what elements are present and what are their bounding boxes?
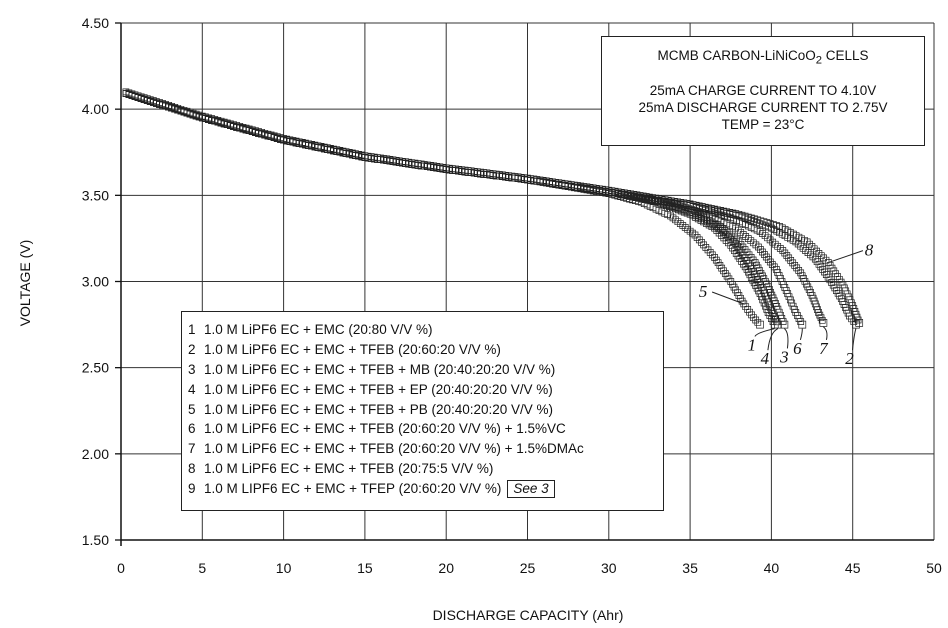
x-tick-labels: 0 5 10 15 20 25 30 35 40 45 50: [117, 560, 942, 576]
legend-number: 4: [188, 381, 196, 397]
data-series: [122, 88, 864, 329]
legend-number: 5: [188, 401, 196, 417]
series-8: [122, 88, 864, 327]
series-markers: [122, 88, 864, 327]
legend-text: 1.0 M LiPF6 EC + EMC + TFEB (20:60:20 V/…: [204, 441, 584, 457]
x-tick-label: 30: [601, 560, 617, 576]
legend-number: 2: [188, 341, 196, 357]
legend-item: 8 1.0 M LiPF6 EC + EMC + TFEB (20:75:5 V/…: [188, 459, 663, 479]
legend-item: 2 1.0 M LiPF6 EC + EMC + TFEB (20:60:20 V…: [188, 340, 663, 360]
legend-number: 9: [188, 481, 196, 497]
curve-label-7: 7: [819, 339, 829, 358]
legend-number: 7: [188, 441, 196, 457]
legend-text: 1.0 M LiPF6 EC + EMC + TFEB + MB (20:40:…: [204, 361, 556, 377]
curve-labels: 1 2 34 5 6 7 8: [699, 241, 874, 369]
legend-text: 1.0 M LiPF6 EC + EMC (20:80 V/V %): [204, 322, 433, 337]
legend-item: 1 1.0 M LiPF6 EC + EMC (20:80 V/V %): [188, 320, 663, 340]
leader-line: [823, 326, 828, 340]
cell-title-tail: CELLS: [822, 48, 869, 63]
y-tick-label: 3.00: [82, 274, 109, 290]
curve-label-1: 1: [748, 335, 757, 354]
cell-title: MCMB CARBON-LiNiCoO2 CELLS: [602, 47, 924, 70]
legend-item: 6 1.0 M LiPF6 EC + EMC + TFEB (20:60:20 V…: [188, 419, 663, 439]
curve-label-6: 6: [793, 339, 802, 358]
y-tick-label: 3.50: [82, 187, 109, 203]
x-tick-label: 0: [117, 560, 125, 576]
leader-line: [851, 328, 857, 351]
legend-number: 1: [188, 322, 196, 337]
cell-title-subscript: 2: [815, 54, 822, 67]
leader-line: [711, 291, 744, 305]
y-tick-label: 4.50: [82, 15, 109, 31]
curve-label-4: 4: [761, 349, 770, 368]
x-tick-label: 45: [845, 560, 861, 576]
legend-text: 1.0 M LIPF6 EC + EMC + TFEP (20:60:20 V/…: [204, 481, 502, 497]
leader-line: [754, 328, 775, 337]
legend-text: 1.0 M LiPF6 EC + EMC + TFEB (20:60:20 V/…: [204, 341, 501, 357]
legend-number: 3: [188, 361, 196, 377]
legend-text: 1.0 M LiPF6 EC + EMC + TFEB (20:60:20 V/…: [204, 421, 566, 437]
y-tick-label: 4.00: [82, 101, 109, 117]
x-tick-label: 20: [438, 560, 454, 576]
x-tick-label: 35: [682, 560, 698, 576]
leader-line: [784, 328, 789, 349]
curve-label-5: 5: [699, 282, 708, 301]
x-axis-title: DISCHARGE CAPACITY (Ahr): [433, 607, 624, 623]
leader-line: [799, 328, 803, 341]
curve-label-8: 8: [865, 241, 874, 260]
discharge-condition: 25mA DISCHARGE CURRENT TO 2.75V: [638, 99, 888, 115]
y-axis-title: VOLTAGE (V): [17, 240, 33, 327]
legend: 1 1.0 M LiPF6 EC + EMC (20:80 V/V %) 2 1.0…: [181, 311, 664, 511]
x-tick-label: 50: [926, 560, 942, 576]
legend-item: 3 1.0 M LiPF6 EC + EMC + TFEB + MB (20:40…: [188, 360, 663, 380]
legend-item: 4 1.0 M LiPF6 EC + EMC + TFEB + EP (20:40…: [188, 380, 663, 400]
curve-label-2: 2: [845, 349, 854, 368]
legend-item: 9 1.0 M LIPF6 EC + EMC + TFEP (20:60:20 V…: [188, 479, 663, 499]
y-tick-labels: 1.50 2.00 2.50 3.00 3.50 4.00 4.50: [82, 15, 109, 548]
legend-number: 6: [188, 421, 196, 437]
x-tick-label: 10: [276, 560, 292, 576]
legend-text: 1.0 M LiPF6 EC + EMC + TFEB (20:75:5 V/V…: [204, 461, 494, 477]
axes: [115, 22, 934, 546]
legend-text: 1.0 M LiPF6 EC + EMC + TFEB + PB (20:40:…: [204, 401, 554, 417]
x-tick-label: 15: [357, 560, 373, 576]
temperature-condition: TEMP = 23°C: [721, 116, 805, 132]
leader-line: [767, 328, 779, 351]
see-note-badge: See 3: [507, 480, 555, 499]
x-tick-label: 5: [198, 560, 206, 576]
legend-text: 1.0 M LiPF6 EC + EMC + TFEB + EP (20:40:…: [204, 381, 553, 397]
legend-item: 7 1.0 M LiPF6 EC + EMC + TFEB (20:60:20 V…: [188, 439, 663, 459]
legend-number: 8: [188, 461, 196, 477]
legend-item: 5 1.0 M LiPF6 EC + EMC + TFEB + PB (20:40…: [188, 400, 663, 420]
conditions-box: MCMB CARBON-LiNiCoO2 CELLS 25mA CHARGE C…: [601, 36, 925, 146]
cell-title-text: MCMB CARBON-LiNiCoO: [657, 48, 816, 63]
curve-label-3: 3: [779, 347, 789, 366]
y-tick-label: 2.50: [82, 360, 109, 376]
x-tick-label: 25: [520, 560, 536, 576]
x-tick-label: 40: [764, 560, 780, 576]
charge-condition: 25mA CHARGE CURRENT TO 4.10V: [649, 82, 877, 98]
leader-line: [828, 250, 864, 264]
y-tick-label: 1.50: [82, 532, 109, 548]
y-tick-label: 2.00: [82, 446, 109, 462]
